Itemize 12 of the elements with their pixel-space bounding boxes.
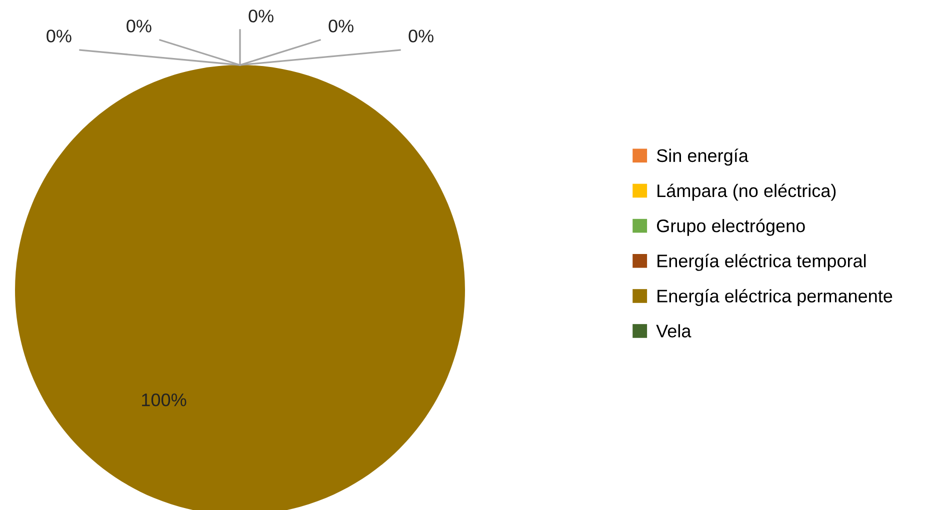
legend-label: Energía eléctrica temporal bbox=[658, 254, 866, 271]
text: 0% bbox=[328, 20, 354, 32]
text: 0% bbox=[408, 30, 434, 42]
text: 0% bbox=[126, 20, 152, 32]
legend-label: Sin energía bbox=[656, 148, 748, 166]
data-label: 100% bbox=[142, 393, 186, 406]
legend-label: Grupo electrógeno bbox=[656, 218, 805, 236]
text: 0% bbox=[46, 30, 72, 42]
legend-label: Lámpara (no eléctrica) bbox=[658, 184, 836, 201]
text: 0% bbox=[248, 10, 274, 22]
legend-label: Energía eléctrica permanente bbox=[658, 288, 892, 306]
legend-label: Vela bbox=[656, 324, 692, 338]
